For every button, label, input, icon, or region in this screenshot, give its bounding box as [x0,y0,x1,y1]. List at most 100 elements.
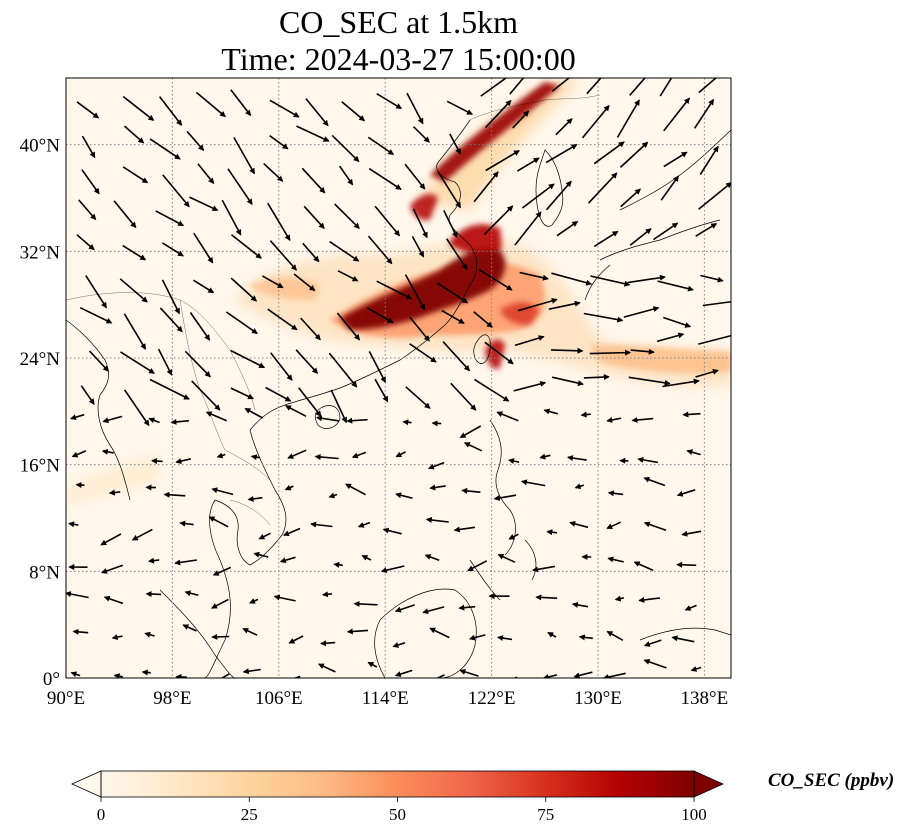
wind-arrow [212,566,232,576]
wind-arrow [520,479,546,487]
wind-arrow [684,604,697,611]
wind-arrow [394,604,415,613]
wind-arrow [443,210,458,239]
wind-arrow [149,378,190,400]
wind-arrow [551,78,577,92]
wind-arrow [208,516,229,528]
wind-arrow [643,476,666,487]
wind-arrow [211,598,229,609]
wind-arrow [122,95,155,121]
wind-arrow [435,674,445,678]
wind-arrow [623,306,660,318]
wind-arrow [573,671,593,678]
wind-arrow [405,386,431,409]
wind-arrow [590,275,631,287]
wind-arrow [161,242,184,257]
wind-arrow [484,341,514,365]
wind-arrow [270,352,293,381]
wind-vectors [66,78,731,678]
wind-arrow [411,236,425,258]
wind-arrow [422,606,445,615]
wind-arrow [329,240,360,262]
wind-arrow [285,405,307,418]
wind-arrow [346,417,368,424]
colorbar-ticks: 0 25 50 75 100 [97,797,707,824]
wind-arrow [663,97,690,132]
wind-arrow [120,351,155,374]
wind-arrow [548,300,581,310]
wind-arrow [374,205,401,237]
wind-arrow [606,521,622,530]
wind-arrow [315,415,340,422]
wind-arrow [113,200,137,229]
wind-arrow [547,631,557,638]
wind-arrow [351,451,367,459]
wind-arrow [157,348,173,376]
wind-arrow [184,590,199,597]
wind-arrow [174,559,198,566]
wind-arrow [367,136,395,156]
wind-arrow [310,521,333,528]
wind-arrow [367,661,378,668]
wind-arrow [380,565,405,574]
lat-tick-label: 8°N [29,562,60,583]
wind-arrow [123,313,147,350]
wind-arrow [111,634,123,640]
wind-arrow [205,411,228,422]
wind-arrow [441,309,465,324]
wind-arrow [693,98,715,129]
wind-arrow [141,669,151,676]
wind-arrow [690,666,702,672]
wind-arrow [108,489,121,496]
wind-arrow [333,561,343,568]
wind-arrow [287,449,307,459]
wind-arrow [242,627,258,636]
wind-arrow [539,453,551,460]
wind-arrow [453,526,476,533]
wind-arrow [296,125,330,142]
wind-arrow [213,673,230,678]
wind-arrow [230,349,266,369]
wind-arrow [614,595,625,602]
wind-arrow [686,449,701,456]
map-frame [65,77,732,679]
wind-arrow [459,669,479,677]
wind-arrow [328,352,358,388]
wind-arrow [676,489,696,497]
wind-arrow [556,220,579,237]
wind-arrow [230,89,252,117]
wind-arrow [431,420,442,427]
wind-arrow [446,238,468,271]
wind-arrow [700,274,724,283]
wind-arrow [569,520,589,529]
wind-arrow [170,418,189,425]
wind-arrow [497,635,513,642]
wind-arrow [75,482,85,489]
wind-arrow [437,171,462,209]
wind-arrow [514,335,545,347]
wind-arrow [607,556,624,563]
wind-arrow [473,311,493,328]
colorbar-extend-min [71,770,102,798]
wind-arrow [262,275,284,289]
wind-arrow [189,196,219,212]
wind-arrow [295,349,319,374]
wind-arrow [459,425,482,439]
wind-arrow [368,351,387,383]
wind-arrow [629,228,652,246]
wind-arrow [450,382,477,411]
wind-arrow [283,527,301,537]
wind-arrow [602,672,626,678]
wind-arrow [66,591,89,599]
wind-arrow [550,347,584,354]
wind-arrow [480,78,508,97]
wind-arrow [545,180,572,211]
wind-arrow [681,530,702,537]
wind-arrow [279,556,296,564]
wind-arrow [652,222,679,241]
wind-arrow [267,308,298,331]
wind-arrow [493,494,517,501]
wind-arrow [80,385,95,405]
wind-arrow [425,517,449,523]
